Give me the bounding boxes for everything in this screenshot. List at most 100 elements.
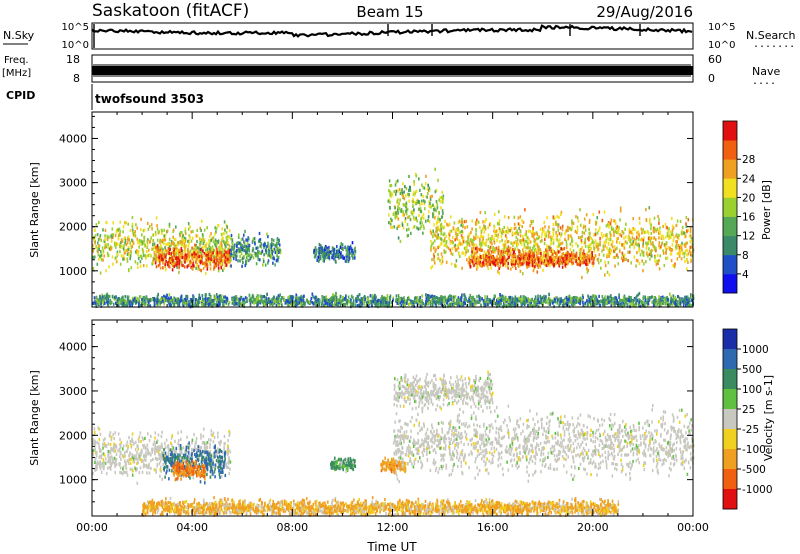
echo-cell xyxy=(484,220,486,224)
echo-cell xyxy=(471,227,473,231)
echo-cell xyxy=(590,247,592,251)
echo-cell xyxy=(662,237,665,241)
echo-cell xyxy=(433,205,436,209)
echo-cell xyxy=(662,251,665,255)
echo-cell xyxy=(405,203,408,207)
echo-cell xyxy=(345,259,348,263)
echo-cell xyxy=(208,242,211,246)
echo-cell xyxy=(579,208,581,212)
echo-cell xyxy=(561,247,564,251)
echo-cell xyxy=(215,264,218,268)
echo-cell xyxy=(462,251,464,255)
echo-cell xyxy=(453,221,456,225)
echo-cell xyxy=(524,250,527,254)
echo-cell xyxy=(171,260,174,264)
echo-cell xyxy=(506,252,509,256)
echo-cell xyxy=(408,297,410,301)
echo-cell xyxy=(462,240,465,244)
echo-cell xyxy=(654,255,656,259)
echo-cell xyxy=(491,236,494,240)
echo-cell xyxy=(520,262,522,266)
echo-cell xyxy=(122,257,124,261)
echo-cell xyxy=(166,249,168,253)
echo-cell xyxy=(127,248,129,252)
echo-cell xyxy=(529,304,532,308)
echo-cell xyxy=(515,231,517,235)
echo-cell xyxy=(276,249,279,253)
echo-cell xyxy=(669,252,672,256)
echo-cell xyxy=(556,296,558,300)
echo-cell xyxy=(605,238,608,242)
echo-cell xyxy=(616,240,618,244)
echo-cell xyxy=(399,209,402,213)
echo-cell xyxy=(525,229,528,234)
echo-cell xyxy=(396,199,399,203)
echo-cell xyxy=(532,257,535,261)
echo-cell xyxy=(109,247,112,252)
echo-cell xyxy=(595,245,598,249)
echo-cell xyxy=(415,189,418,193)
echo-cell xyxy=(690,253,692,257)
echo-cell xyxy=(329,250,332,254)
echo-cell xyxy=(410,231,412,235)
freq-tick-top: 18 xyxy=(66,53,80,66)
echo-cell xyxy=(584,262,587,266)
echo-cell xyxy=(208,257,210,261)
echo-cell xyxy=(659,226,661,230)
echo-cell xyxy=(593,249,596,253)
echo-cell xyxy=(392,212,395,216)
echo-cell xyxy=(117,237,120,241)
echo-cell xyxy=(672,239,675,243)
echo-cell xyxy=(584,228,587,232)
echo-cell xyxy=(191,253,193,257)
echo-cell xyxy=(679,219,682,223)
echo-cell xyxy=(467,261,470,265)
echo-cell xyxy=(482,254,485,258)
echo-cell xyxy=(483,226,486,230)
echo-cell xyxy=(636,231,638,235)
echo-cell xyxy=(435,230,437,234)
echo-cell xyxy=(397,236,400,240)
echo-cell xyxy=(96,301,99,305)
echo-cell xyxy=(527,256,530,260)
echo-cell xyxy=(92,256,94,260)
echo-cell xyxy=(119,262,122,266)
echo-cell xyxy=(118,227,121,231)
echo-cell xyxy=(236,244,238,248)
echo-cell xyxy=(159,246,161,250)
echo-cell xyxy=(155,216,158,220)
echo-cell xyxy=(142,250,144,254)
echo-cell xyxy=(187,222,190,226)
echo-cell xyxy=(322,249,325,253)
echo-cell xyxy=(423,202,426,206)
echo-cell xyxy=(627,259,629,263)
echo-cell xyxy=(178,258,181,262)
echo-cell xyxy=(490,266,492,270)
echo-cell xyxy=(456,228,458,232)
echo-cell xyxy=(531,253,534,258)
echo-cell xyxy=(177,262,179,266)
echo-cell xyxy=(673,236,675,240)
echo-cell xyxy=(351,252,353,256)
echo-cell xyxy=(440,242,442,246)
nsky-tick-bottom: 10^0 xyxy=(62,40,89,51)
echo-cell xyxy=(549,235,552,239)
echo-cell xyxy=(654,247,656,251)
echo-cell xyxy=(106,251,109,255)
echo-cell xyxy=(449,215,452,219)
echo-cell xyxy=(260,245,263,249)
echo-cell xyxy=(344,259,347,263)
echo-cell xyxy=(528,241,530,245)
echo-cell xyxy=(537,236,540,240)
echo-cell xyxy=(215,245,218,249)
echo-cell xyxy=(199,237,202,241)
echo-cell xyxy=(616,228,619,232)
echo-cell xyxy=(217,266,220,270)
echo-cell xyxy=(430,232,433,236)
echo-cell xyxy=(495,261,498,265)
echo-cell xyxy=(115,242,118,246)
echo-cell xyxy=(665,248,668,252)
echo-cell xyxy=(416,226,418,230)
echo-cell xyxy=(276,258,279,262)
echo-cell xyxy=(126,249,128,253)
